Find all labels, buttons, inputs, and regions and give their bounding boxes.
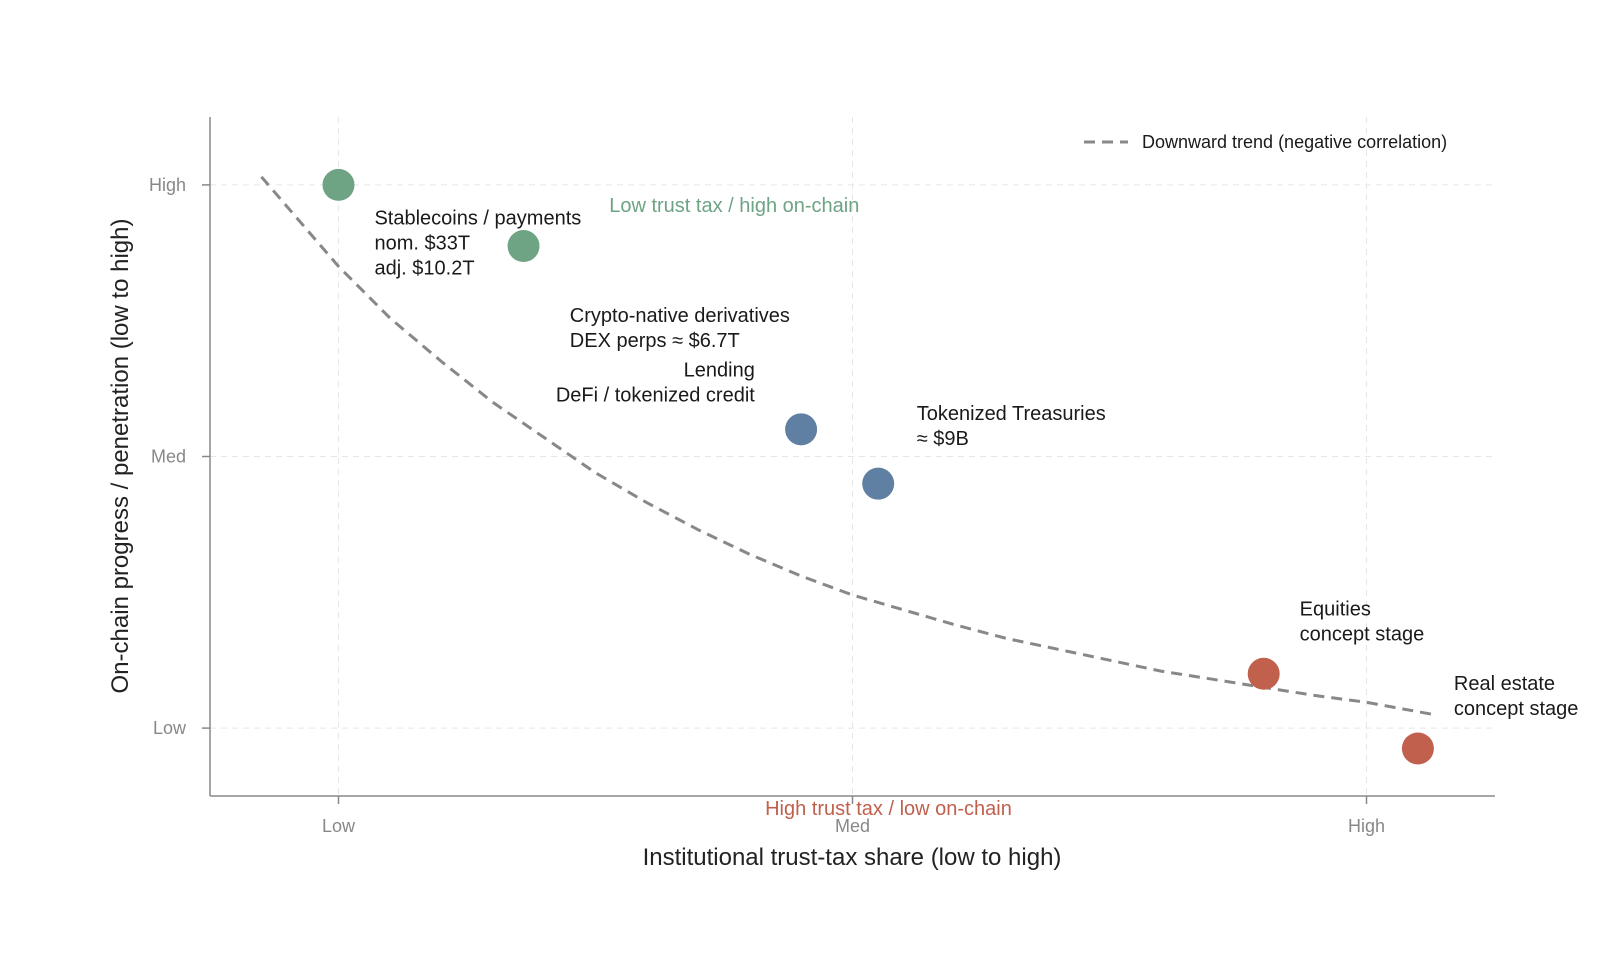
y-axis-title: On-chain progress / penetration (low to … xyxy=(107,219,134,694)
point-annotation: Crypto-native derivatives DEX perps ≈ $6.… xyxy=(570,305,790,352)
point-annotation: Real estate concept stage xyxy=(1454,673,1579,720)
point-annotation: Lending DeFi / tokenized credit xyxy=(556,359,755,406)
data-point xyxy=(507,230,540,263)
region-label: Low trust tax / high on-chain xyxy=(609,195,859,217)
y-tick-label: High xyxy=(149,175,186,195)
grid-lines xyxy=(210,117,1495,796)
data-points xyxy=(322,168,1434,765)
y-tick-label: Med xyxy=(151,447,186,467)
data-point xyxy=(322,168,355,201)
point-annotation: Equities concept stage xyxy=(1300,598,1425,645)
legend-trend-label: Downward trend (negative correlation) xyxy=(1142,132,1447,152)
data-point xyxy=(862,467,895,500)
axes: Low Med High Low Med High xyxy=(149,117,1495,836)
x-tick-label: High xyxy=(1348,816,1385,836)
y-tick-label: Low xyxy=(153,718,187,738)
data-point xyxy=(1247,657,1280,690)
x-axis-title: Institutional trust-tax share (low to hi… xyxy=(643,844,1062,871)
annotations: Stablecoins / payments nom. $33T adj. $10.… xyxy=(374,195,1578,820)
point-annotation: Tokenized Treasuries ≈ $9B xyxy=(917,403,1106,450)
x-tick-label: Med xyxy=(835,816,870,836)
point-annotation: Stablecoins / payments nom. $33T adj. $10.… xyxy=(374,207,581,279)
region-label: High trust tax / low on-chain xyxy=(765,798,1012,820)
data-point xyxy=(785,413,818,446)
trend-line-group xyxy=(260,175,1434,716)
legend: Downward trend (negative correlation) xyxy=(1084,132,1447,152)
data-point xyxy=(1401,732,1434,765)
trend-line xyxy=(260,175,1434,716)
x-tick-label: Low xyxy=(322,816,356,836)
